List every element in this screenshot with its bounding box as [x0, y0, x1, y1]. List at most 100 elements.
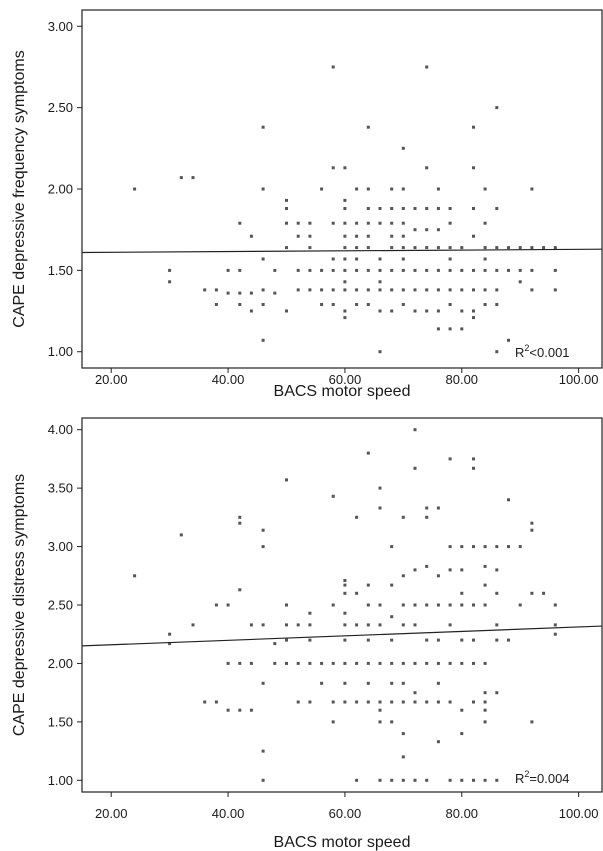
data-point: [331, 65, 335, 69]
data-point: [436, 700, 440, 704]
data-point: [343, 700, 347, 704]
data-point: [355, 221, 359, 225]
data-point: [273, 661, 277, 665]
data-point: [401, 246, 405, 250]
data-point: [238, 521, 242, 525]
data-point: [203, 700, 207, 704]
data-point: [495, 778, 499, 782]
data-point: [378, 268, 382, 272]
data-point: [261, 303, 265, 306]
data-point: [378, 257, 382, 261]
data-point: [390, 778, 394, 782]
data-point: [285, 623, 288, 627]
data-point: [343, 198, 347, 202]
y-tick-label: 2.00: [48, 656, 73, 671]
data-point: [460, 732, 464, 736]
data-point: [483, 603, 487, 607]
y-tick-label: 2.50: [48, 100, 73, 115]
data-point: [413, 700, 417, 704]
data-point: [553, 268, 557, 272]
data-point: [448, 288, 452, 292]
r2-annotation-top: R2<0.001: [515, 343, 570, 360]
data-point: [343, 681, 347, 685]
data-point: [179, 176, 183, 180]
data-point: [495, 591, 499, 595]
data-point: [331, 303, 335, 306]
data-point: [413, 207, 417, 210]
data-point: [285, 246, 288, 250]
data-points-top: [133, 65, 557, 354]
x-tick-label: 40.00: [212, 806, 245, 821]
data-point: [261, 257, 265, 261]
data-point: [401, 234, 405, 238]
data-point: [401, 187, 405, 191]
plot-frame-bottom: [81, 417, 603, 793]
data-point: [168, 280, 172, 284]
x-tick-label: 20.00: [95, 372, 128, 387]
data-point: [495, 288, 499, 292]
data-point: [495, 106, 499, 110]
data-point: [273, 291, 277, 295]
data-point: [495, 268, 499, 272]
data-point: [285, 638, 288, 642]
data-point: [413, 268, 417, 272]
data-point: [495, 623, 499, 627]
data-point: [436, 207, 440, 210]
data-point: [355, 661, 359, 665]
data-point: [261, 288, 265, 292]
data-point: [425, 700, 429, 704]
y-tick-label: 3.00: [48, 539, 73, 554]
data-point: [425, 65, 429, 69]
data-point: [436, 574, 440, 578]
data-point: [425, 228, 429, 232]
data-point: [425, 166, 429, 170]
data-point: [343, 623, 347, 627]
data-point: [413, 691, 417, 695]
data-point: [378, 708, 382, 712]
data-point: [448, 457, 452, 461]
data-point: [214, 303, 218, 306]
data-point: [425, 246, 429, 250]
data-point: [483, 700, 487, 704]
data-point: [518, 603, 522, 607]
data-point: [285, 221, 288, 225]
data-point: [238, 515, 242, 519]
data-point: [472, 309, 475, 313]
data-point: [413, 228, 417, 232]
data-point: [343, 268, 347, 272]
data-point: [355, 515, 359, 519]
data-point: [460, 309, 464, 313]
data-point: [483, 545, 487, 549]
data-point: [472, 638, 475, 642]
data-point: [238, 661, 242, 665]
data-point: [460, 545, 464, 549]
data-point: [261, 623, 265, 627]
data-point: [355, 187, 359, 191]
data-point: [472, 288, 475, 292]
x-tick-label: 80.00: [446, 372, 479, 387]
data-point: [343, 257, 347, 261]
data-point: [472, 268, 475, 272]
data-point: [308, 611, 312, 615]
data-point: [296, 623, 300, 627]
data-point: [425, 564, 429, 568]
data-point: [390, 187, 394, 191]
data-point: [472, 700, 475, 704]
data-point: [448, 257, 452, 261]
data-point: [343, 207, 347, 210]
data-point: [308, 623, 312, 627]
data-point: [483, 187, 487, 191]
data-point: [401, 623, 405, 627]
data-point: [285, 309, 288, 313]
data-point: [355, 246, 359, 250]
data-point: [343, 246, 347, 250]
data-point: [425, 661, 429, 665]
data-point: [401, 221, 405, 225]
data-point: [448, 221, 452, 225]
plot-frame-top: [81, 9, 603, 369]
x-tick-label: 100.00: [559, 372, 599, 387]
data-point: [191, 176, 195, 180]
data-point: [542, 591, 546, 595]
data-point: [238, 588, 242, 592]
data-point: [366, 583, 370, 587]
